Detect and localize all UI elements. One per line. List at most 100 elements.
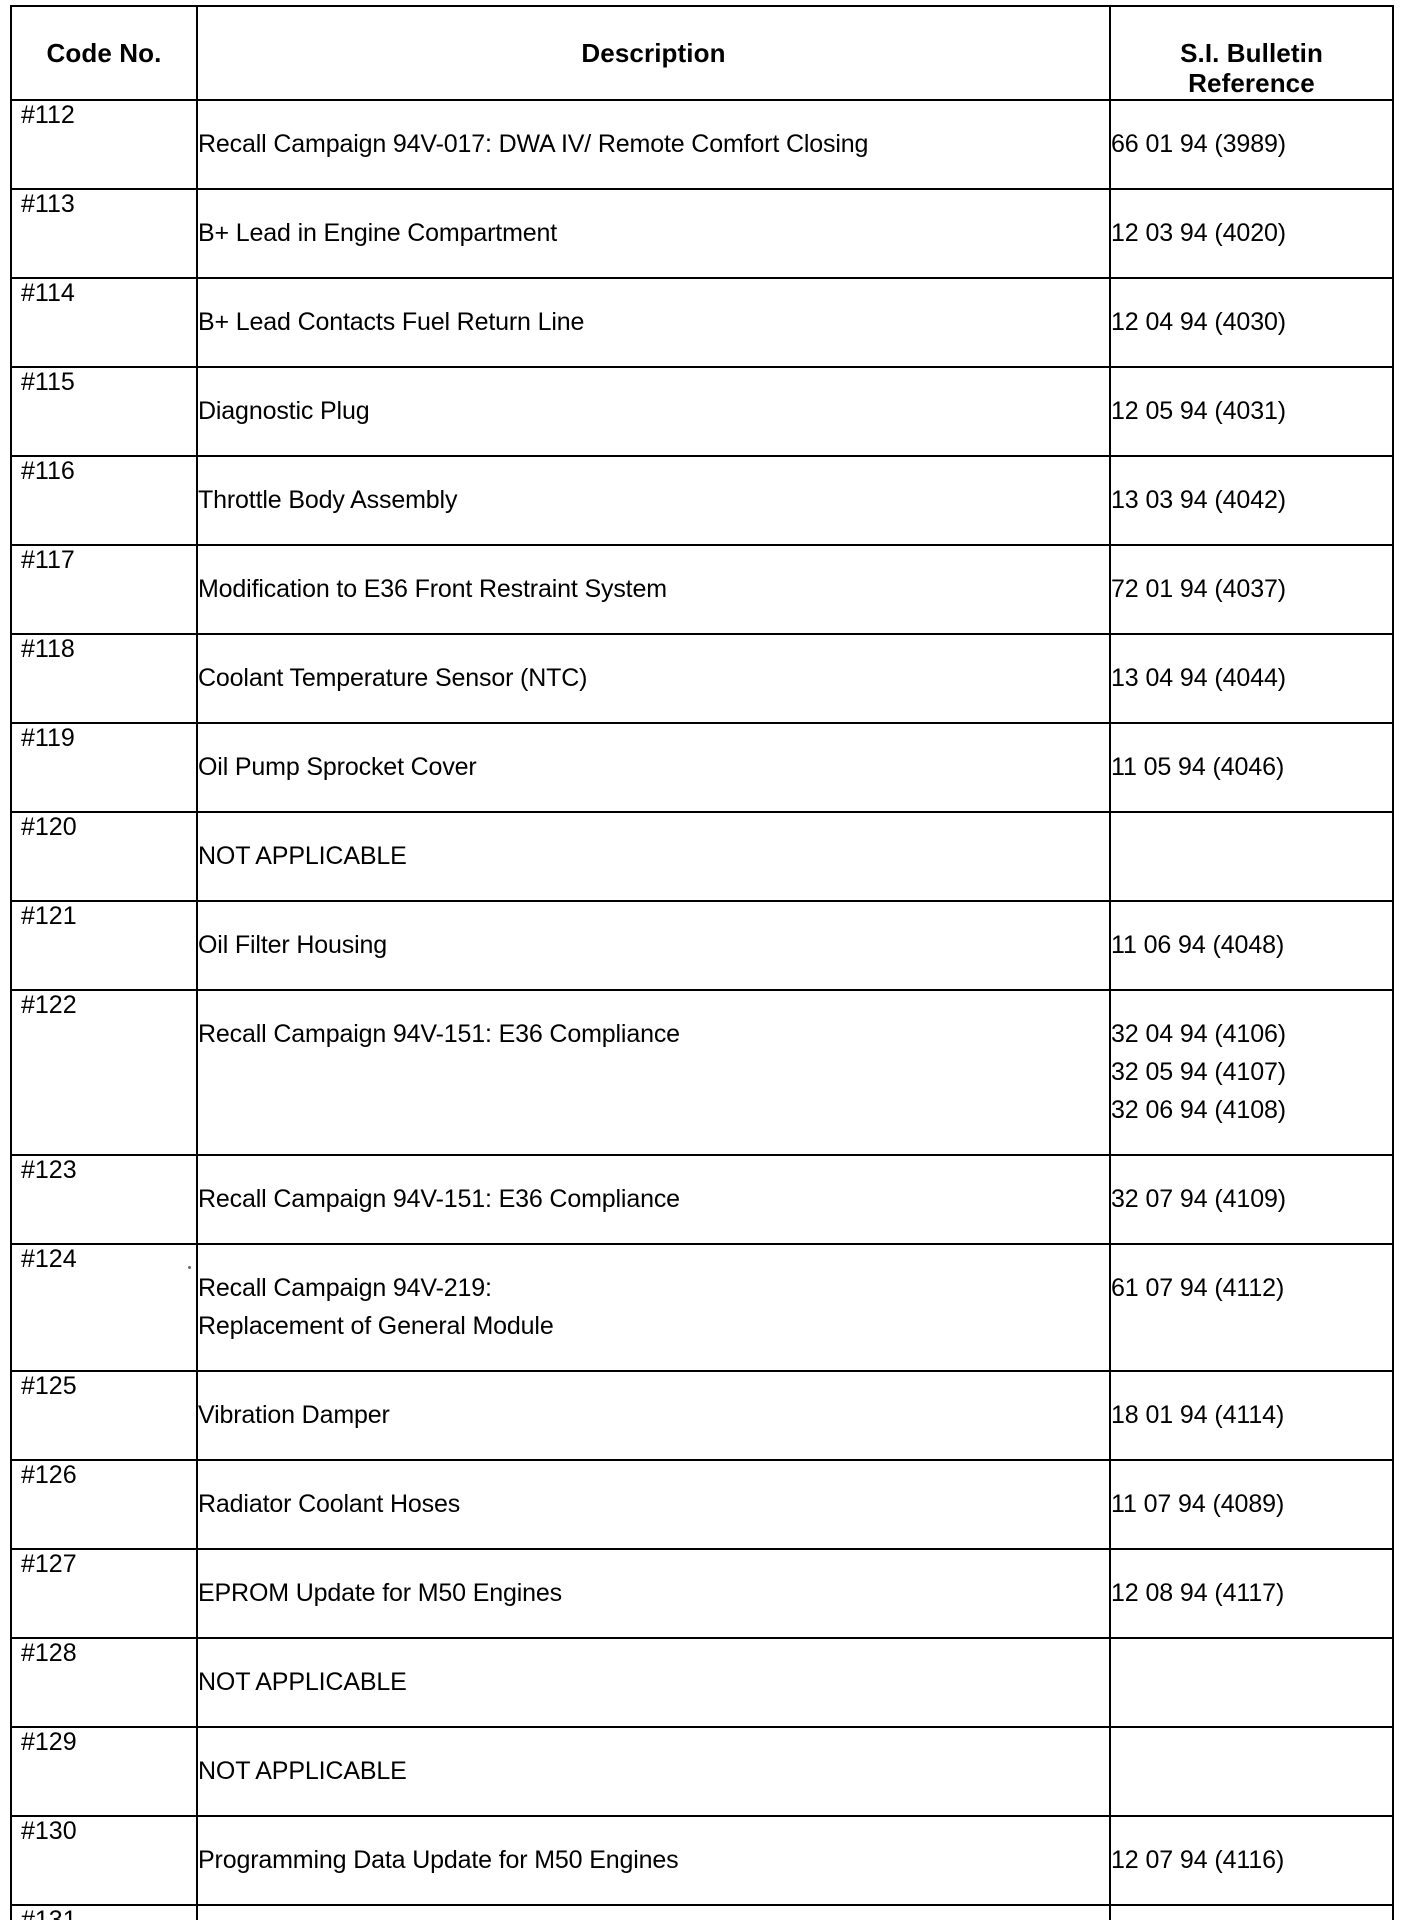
description-value: Coolant Temperature Sensor (NTC) [198,629,1109,727]
table-row: #126 Radiator Coolant Hoses 11 07 94 (4089… [10,1458,1394,1550]
cell-si-bulletin-reference [1109,810,1394,902]
description-line: Coolant Temperature Sensor (NTC) [198,663,588,692]
cell-si-bulletin-reference: 66 01 94 (3989) [1109,98,1394,190]
description-line: Recall Campaign 94V-151: E36 Compliance [198,1184,680,1213]
description-value: Recall Campaign 94V-219: Replacement of G… [198,1239,1109,1375]
code-no-value: #112 [21,100,75,129]
code-no-value: #117 [21,545,75,574]
column-header-reference-line1: S.I. Bulletin [1180,38,1323,68]
table-body: #112 Recall Campaign 94V-017: DWA IV/ Rem… [10,98,1394,1920]
cell-code-no: #119 [10,721,198,813]
table-row: #116 Throttle Body Assembly 13 03 94 (4042… [10,454,1394,546]
column-header-description: Description [196,5,1111,101]
si-bulletin-reference-value: 32 07 94 (4109) [1111,1150,1392,1248]
si-bulletin-reference-line: 12 08 94 (4117) [1111,1578,1285,1607]
description-value: Recall Campaign 94V-151: E36 Compliance [198,985,1109,1083]
code-no-value: #116 [21,456,75,485]
cell-si-bulletin-reference: 18 01 94 (4114) [1109,1369,1394,1461]
si-bulletin-reference-line: 32 04 94 (4106) [1111,1019,1287,1048]
si-bulletin-reference-value [1111,1722,1127,1762]
code-no-value: #120 [21,812,77,841]
si-bulletin-reference-value: 11 06 94 (4048) [1111,896,1392,994]
cell-si-bulletin-reference: 32 04 94 (4106) 32 05 94 (4107) 32 06 94 (… [1109,988,1394,1156]
description-value: B+ Lead in Engine Compartment [198,184,1109,282]
column-header-si-bulletin-reference: S.I. Bulletin Reference [1109,5,1394,101]
code-no-value: #114 [21,278,75,307]
table-row: #124 Recall Campaign 94V-219: Replacement … [10,1242,1394,1372]
code-no-value: #121 [21,901,77,930]
description-value: B+ Lead Contacts Fuel Return Line [198,273,1109,371]
cell-code-no: #127 [10,1547,198,1639]
table-row: #128 NOT APPLICABLE [10,1636,1394,1728]
description-line: Recall Campaign 94V-151: E36 Compliance [198,1019,680,1048]
table-row: #113 B+ Lead in Engine Compartment 12 03 9… [10,187,1394,279]
description-value: NOT APPLICABLE [198,1722,1109,1820]
cell-si-bulletin-reference: 72 01 94 (4037) [1109,543,1394,635]
description-line: NOT APPLICABLE [198,1667,407,1696]
cell-si-bulletin-reference: 32 07 94 (4109) [1109,1153,1394,1245]
si-bulletin-reference-value: 13 03 94 (4042) [1111,451,1392,549]
si-bulletin-reference-line: 32 06 94 (4108) [1111,1095,1287,1124]
table-row: #118 Coolant Temperature Sensor (NTC) 13 0… [10,632,1394,724]
cell-code-no: #120 [10,810,198,902]
column-header-reference-line2: Reference [1188,68,1315,99]
table-row: #127 EPROM Update for M50 Engines 12 08 94… [10,1547,1394,1639]
description-line: EPROM Update for M50 Engines [198,1578,563,1607]
si-bulletin-reference-line: 18 01 94 (4114) [1111,1400,1285,1429]
si-bulletin-reference-line: 12 07 94 (4116) [1111,1845,1285,1874]
cell-si-bulletin-reference [1109,1636,1394,1728]
cell-description: Recall Campaign 94V-017: DWA IV/ Remote … [196,98,1111,190]
table-row: #125 Vibration Damper 18 01 94 (4114) [10,1369,1394,1461]
code-no-value: #126 [21,1460,77,1489]
cell-code-no: #124 [10,1242,198,1372]
cell-si-bulletin-reference: 12 07 94 (4116) [1109,1814,1394,1906]
cell-description: Programming Data Update for M50 Engines [196,1814,1111,1906]
si-bulletin-reference-value: 61 07 94 (4112) [1111,1239,1392,1337]
cell-code-no: #121 [10,899,198,991]
description-value: Programming Data Update for M50 Engines [198,1811,1109,1909]
column-header-description-label: Description [581,38,726,68]
si-bulletin-reference-line: 13 04 94 (4044) [1111,663,1287,692]
cell-si-bulletin-reference: 12 04 94 (4030) [1109,276,1394,368]
description-value: Oil Pump Sprocket Cover [198,718,1109,816]
description-line: B+ Lead Contacts Fuel Return Line [198,307,585,336]
code-no-value: #129 [21,1727,77,1756]
header-row: Code No. Description S.I. Bulletin Refer… [10,5,1394,101]
description-line: Recall Campaign 94V-017: DWA IV/ Remote … [198,129,869,158]
cell-si-bulletin-reference: 11 07 94 (4089) [1109,1458,1394,1550]
si-bulletin-reference-line: 32 07 94 (4109) [1111,1184,1287,1213]
bulletin-table-container: Code No. Description S.I. Bulletin Refer… [10,5,1394,1920]
table-row: #130 Programming Data Update for M50 Engi… [10,1814,1394,1906]
cell-description: Oil Pump Sprocket Cover [196,721,1111,813]
cell-code-no: #126 [10,1458,198,1550]
cell-description: NOT APPLICABLE [196,1636,1111,1728]
code-no-value: #130 [21,1816,77,1845]
cell-si-bulletin-reference: 11 06 94 (4048) [1109,899,1394,991]
code-no-value: #118 [21,634,75,663]
table-row: #114 B+ Lead Contacts Fuel Return Line 12 … [10,276,1394,368]
description-value: Radiator Coolant Hoses [198,1455,1109,1553]
cell-si-bulletin-reference: 12 03 94 (4020) [1109,187,1394,279]
cell-si-bulletin-reference: 61 07 94 (4112) [1109,1242,1394,1372]
description-line: Recall Campaign 94V-219: [198,1273,492,1302]
cell-code-no: #125 [10,1369,198,1461]
cell-description: NOT APPLICABLE [196,810,1111,902]
description-line: Modification to E36 Front Restraint Syst… [198,574,667,603]
si-bulletin-reference-value [1111,807,1127,847]
si-bulletin-reference-value: 12 08 94 (4117) [1111,1544,1392,1642]
description-value: Recall Campaign 94V-017: DWA IV/ Remote … [198,95,1109,193]
si-bulletin-reference-line: 32 05 94 (4107) [1111,1057,1287,1086]
table-row: #131 DME EPROM Programming Updates12 09 9… [10,1903,1394,1920]
table-row: #119 Oil Pump Sprocket Cover 11 05 94 (404… [10,721,1394,813]
cell-code-no: #122 [10,988,198,1156]
si-bulletin-reference-value: 11 05 94 (4046) [1111,718,1392,816]
table-row: #123 Recall Campaign 94V-151: E36 Complia… [10,1153,1394,1245]
si-bulletin-reference-line: 13 03 94 (4042) [1111,485,1287,514]
code-no-value: #127 [21,1549,77,1578]
cell-code-no: #128 [10,1636,198,1728]
si-bulletin-reference-line: 11 07 94 (4089) [1111,1489,1285,1518]
cell-code-no: #129 [10,1725,198,1817]
description-value: NOT APPLICABLE [198,807,1109,905]
code-no-value: #128 [21,1638,77,1667]
